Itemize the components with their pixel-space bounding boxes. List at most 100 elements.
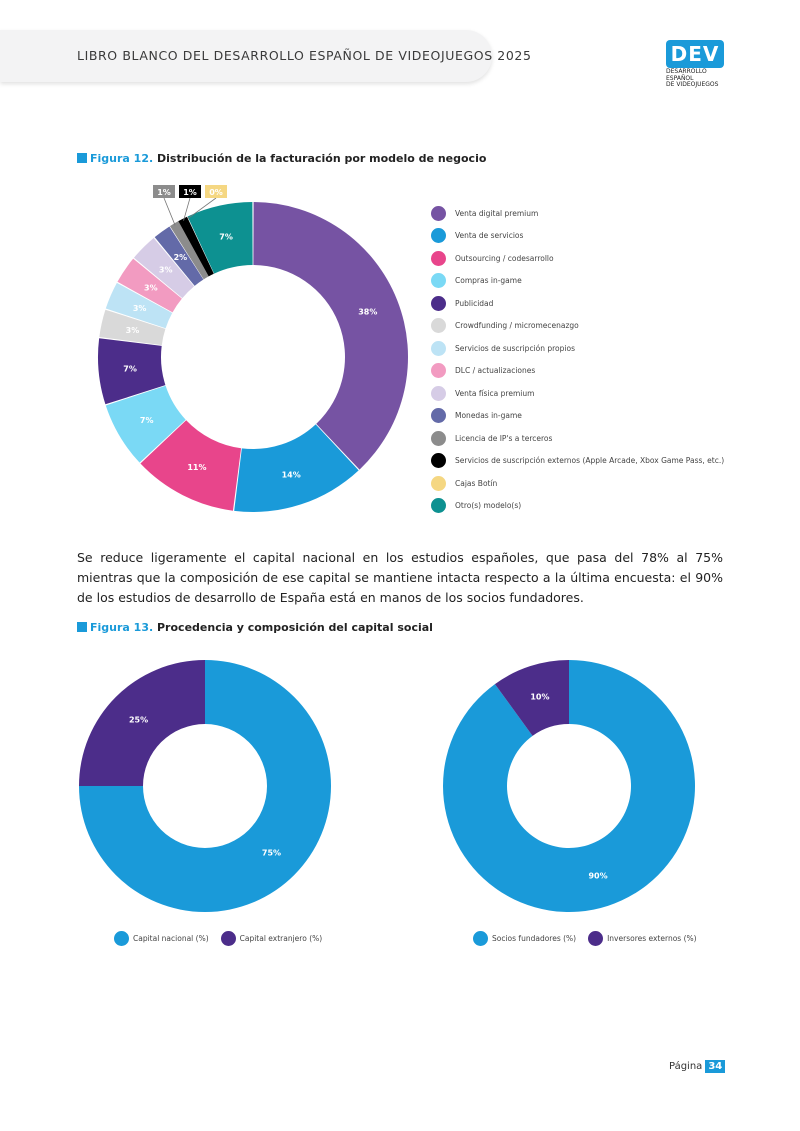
callout-label-servicios-de-suscripci-n-externos-apple-arcade-xbox-game-pass-etc: 1% xyxy=(183,188,197,197)
logo-subtitle: DESARROLLO ESPAÑOL DE VIDEOJUEGOS xyxy=(666,68,726,89)
legend-label-capital-extranjero: Capital extranjero (%) xyxy=(239,934,323,943)
slice-dlc-actualizaciones xyxy=(117,258,182,313)
donut-1: 38%14%11%7%7%3%3%3%3%2%7% xyxy=(97,202,409,512)
slice-servicios-de-suscripci-n-externos-apple-arcade-xbox-game-pass-etc xyxy=(178,216,214,277)
legend-label-inversores-externos: Inversores externos (%) xyxy=(607,934,697,943)
legend-swatch xyxy=(431,498,446,514)
legend-swatch xyxy=(431,453,446,469)
donut-2: 75% 25% xyxy=(79,660,331,912)
legend-swatch xyxy=(431,273,446,289)
legend-label: Venta física premium xyxy=(455,388,535,398)
donut-3: 90% 10% xyxy=(442,660,696,913)
legend-label: Publicidad xyxy=(455,298,494,308)
callout-box-licencia-de-ip-s-a-terceros xyxy=(153,185,175,198)
legend-label-capital-nacional: Capital nacional (%) xyxy=(133,934,209,943)
legend-label: Licencia de IP's a terceros xyxy=(455,433,553,443)
legend-swatch-inversores-externos xyxy=(588,931,604,946)
data-label-inversores-externos: 10% xyxy=(530,693,549,702)
legend-swatch xyxy=(431,385,446,401)
slice-publicidad xyxy=(97,338,166,405)
data-label-crowdfunding-micromecenazgo: 3% xyxy=(126,326,140,335)
slice-capital-extranjero xyxy=(79,660,205,786)
figure-12-legend: Venta digital premium Venta de servicios O… xyxy=(431,202,724,517)
page-number: Página 34 xyxy=(669,1060,726,1073)
legend-item-venta-digital-premium: Venta digital premium xyxy=(431,202,724,225)
data-label-servicios-de-suscripci-n-propios: 3% xyxy=(133,304,147,313)
slice-venta-de-servicios xyxy=(234,424,359,512)
legend-swatch xyxy=(431,430,446,446)
legend-label: Otro(s) modelo(s) xyxy=(455,501,522,511)
slice-licencia-de-ip-s-a-terceros xyxy=(169,221,209,280)
slice-compras-in-game xyxy=(105,385,186,463)
figure-12-title: Distribución de la facturación por model… xyxy=(157,152,487,165)
legend-swatch xyxy=(431,363,446,379)
legend-label: Venta de servicios xyxy=(455,231,524,241)
legend-item-publicidad: Publicidad xyxy=(431,292,724,315)
figure-13-title: Procedencia y composición del capital so… xyxy=(157,621,433,634)
callout-label-cajas-bot-n: 0% xyxy=(209,188,223,197)
legend-label: Crowdfunding / micromecenazgo xyxy=(455,321,579,331)
document-title: LIBRO BLANCO DEL DESARROLLO ESPAÑOL DE V… xyxy=(77,48,532,63)
legend-swatch-socios-fundadores xyxy=(473,931,488,946)
legend-item-servicios-de-suscripci-n-externos-apple-arcade-xbox-game-pass-etc: Servicios de suscripción externos (Apple… xyxy=(431,450,724,473)
legend-label: Compras in-game xyxy=(455,276,522,286)
legend-swatch xyxy=(431,475,446,491)
legend-item-otro-s-modelo-s: Otro(s) modelo(s) xyxy=(431,495,724,518)
legend-item-servicios-de-suscripci-n-propios: Servicios de suscripción propios xyxy=(431,337,724,360)
page-number-value: 34 xyxy=(705,1060,726,1073)
caption-square-icon xyxy=(77,622,87,632)
data-label-venta-de-servicios: 14% xyxy=(282,470,301,479)
legend-label: Outsourcing / codesarrollo xyxy=(455,253,554,263)
slice-capital-nacional xyxy=(79,660,331,912)
slice-monedas-in-game xyxy=(154,226,204,286)
callout-line-licencia-de-ip-s-a-terceros xyxy=(163,197,176,226)
slice-venta-f-sica-premium xyxy=(133,237,195,299)
slice-socios-fundadores xyxy=(442,660,696,913)
slice-crowdfunding-micromecenazgo xyxy=(99,309,166,346)
logo-subtitle-line1: DESARROLLO ESPAÑOL xyxy=(666,68,707,82)
capital-origin-legend: Capital nacional (%) Capital extranjero (… xyxy=(114,931,334,946)
legend-item-dlc-actualizaciones: DLC / actualizaciones xyxy=(431,360,724,383)
legend-item-compras-in-game: Compras in-game xyxy=(431,270,724,293)
legend-swatch xyxy=(431,408,446,424)
figure-13-number: Figura 13. xyxy=(90,621,154,634)
legend-label: DLC / actualizaciones xyxy=(455,366,536,376)
legend-swatch xyxy=(431,228,446,244)
legend-item-outsourcing-codesarrollo: Outsourcing / codesarrollo xyxy=(431,247,724,270)
legend-label: Cajas Botín xyxy=(455,478,498,488)
data-label-socios-fundadores: 90% xyxy=(588,871,607,880)
callout-box-servicios-de-suscripci-n-externos-apple-arcade-xbox-game-pass-etc xyxy=(179,185,201,198)
data-label-otro-s-modelo-s: 7% xyxy=(219,232,233,241)
logo-mark: DEV xyxy=(666,40,724,68)
legend-item-cajas-bot-n: Cajas Botín xyxy=(431,472,724,495)
caption-square-icon xyxy=(77,153,87,163)
data-label-compras-in-game: 7% xyxy=(140,416,154,425)
legend-item-crowdfunding-micromecenazgo: Crowdfunding / micromecenazgo xyxy=(431,315,724,338)
legend-swatch-capital-nacional xyxy=(114,931,129,946)
legend-item-venta-de-servicios: Venta de servicios xyxy=(431,225,724,248)
figure-12-number: Figura 12. xyxy=(90,152,154,165)
body-paragraph: Se reduce ligeramente el capital naciona… xyxy=(77,550,723,605)
dev-logo: DEV DESARROLLO ESPAÑOL DE VIDEOJUEGOS xyxy=(666,40,726,88)
logo-subtitle-line2: DE VIDEOJUEGOS xyxy=(666,81,719,88)
data-label-capital-nacional: 75% xyxy=(262,848,281,857)
callout-line-cajas-bot-n xyxy=(187,197,217,219)
legend-swatch xyxy=(431,318,446,334)
legend-swatch xyxy=(431,250,446,266)
legend-label: Servicios de suscripción propios xyxy=(455,343,575,353)
header-bar xyxy=(0,30,492,82)
legend-item-venta-f-sica-premium: Venta física premium xyxy=(431,382,724,405)
capital-composition-legend: Socios fundadores (%) Inversores externos… xyxy=(473,931,709,946)
data-label-venta-f-sica-premium: 3% xyxy=(159,266,173,275)
legend-item-monedas-in-game: Monedas in-game xyxy=(431,405,724,428)
data-label-venta-digital-premium: 38% xyxy=(358,308,377,317)
legend-label: Monedas in-game xyxy=(455,411,522,421)
data-label-publicidad: 7% xyxy=(123,365,137,374)
legend-swatch xyxy=(431,295,446,311)
slice-outsourcing-codesarrollo xyxy=(140,420,242,511)
legend-label: Venta digital premium xyxy=(455,208,539,218)
slice-venta-digital-premium xyxy=(253,202,409,470)
data-label-outsourcing-codesarrollo: 11% xyxy=(187,463,206,472)
data-label-dlc-actualizaciones: 3% xyxy=(144,284,158,293)
legend-swatch xyxy=(431,340,446,356)
